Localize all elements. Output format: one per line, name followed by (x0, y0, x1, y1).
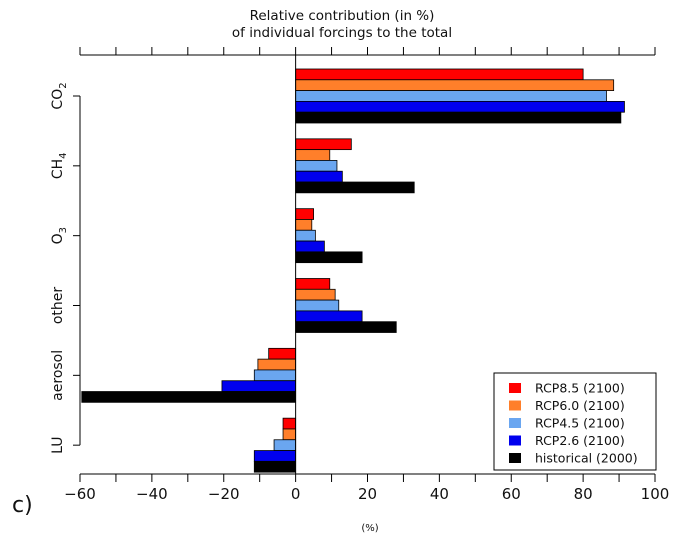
bar (295, 138, 352, 151)
bar (268, 347, 297, 360)
bar (295, 149, 331, 161)
bar (253, 369, 297, 382)
panel-label: c) (12, 493, 33, 518)
bar (295, 170, 343, 183)
bar (282, 417, 297, 430)
bar (295, 251, 363, 264)
bar (295, 181, 415, 194)
bar (295, 321, 397, 333)
bar (295, 240, 325, 253)
bar-group-aerosol (81, 347, 297, 403)
legend-swatch (509, 435, 521, 446)
category-labels: CO2 CH4 O3 other aerosol LU (50, 82, 69, 453)
x-tick-label: −20 (208, 485, 240, 503)
bar (253, 450, 297, 462)
bar (295, 111, 622, 124)
bar (273, 439, 297, 451)
x-tick-label: 20 (358, 485, 377, 503)
legend-label: RCP4.5 (2100) (535, 416, 625, 431)
x-axis-label: (%) (361, 523, 378, 534)
legend: RCP8.5 (2100) RCP6.0 (2100) RCP4.5 (2100) R… (493, 372, 657, 471)
bar (295, 68, 584, 81)
category-label: aerosol (50, 350, 66, 401)
x-tick-label: −40 (136, 485, 168, 503)
x-tick-label: 40 (430, 485, 449, 503)
bar-group-co2 (295, 68, 625, 124)
bar (295, 288, 336, 301)
category-label: CH4 (50, 152, 69, 179)
bar (295, 310, 363, 323)
bar (221, 380, 297, 392)
legend-swatch (509, 400, 521, 411)
legend-label: RCP8.5 (2100) (535, 381, 625, 396)
bar (295, 229, 316, 242)
bar-groups (81, 68, 625, 473)
bar (295, 101, 625, 113)
bottom-axis (79, 473, 656, 482)
bar (253, 460, 297, 473)
bar-group-ch4 (295, 138, 415, 194)
chart-title-line-1: Relative contribution (in %) (250, 8, 435, 24)
category-label: CO2 (50, 82, 69, 109)
bar (295, 160, 338, 172)
x-tick-label: −60 (64, 485, 96, 503)
bar (257, 358, 297, 371)
x-tick-label: 60 (502, 485, 521, 503)
bar (295, 219, 313, 231)
category-label: O3 (50, 227, 69, 244)
category-label: LU (50, 436, 66, 453)
left-axis (73, 95, 81, 446)
bar (295, 208, 314, 220)
bar (295, 299, 340, 312)
bar (81, 391, 297, 403)
legend-swatch (509, 418, 521, 428)
bar (295, 278, 331, 290)
category-label: other (50, 287, 66, 325)
bar (295, 79, 615, 92)
bar-group-lu (253, 417, 297, 473)
bar-group-other (295, 278, 397, 333)
bar (282, 428, 297, 441)
x-tick-label: 80 (574, 485, 593, 503)
legend-label: RCP2.6 (2100) (535, 433, 625, 448)
legend-swatch (509, 453, 521, 463)
bar (295, 90, 607, 102)
chart-title-line-2: of individual forcings to the total (232, 25, 452, 41)
x-tick-label: 100 (641, 485, 670, 503)
x-tick-label: 0 (291, 485, 301, 503)
legend-label: RCP6.0 (2100) (535, 398, 625, 413)
bar-group-o3 (295, 208, 363, 264)
legend-swatch (509, 383, 521, 393)
x-tick-labels: −60 −40 −20 0 20 40 60 80 100 (64, 485, 669, 503)
top-axis (79, 47, 656, 56)
legend-label: historical (2000) (535, 451, 638, 466)
